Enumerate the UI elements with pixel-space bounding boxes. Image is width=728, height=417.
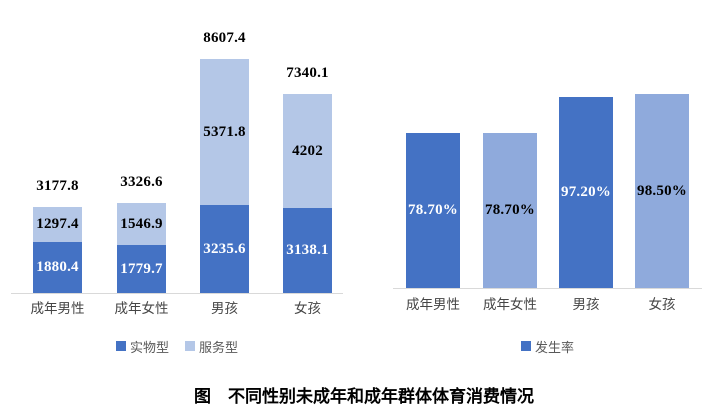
legend-item-physical: 实物型: [115, 337, 169, 356]
left-chart-axis-line: [11, 293, 343, 294]
total-label: 8607.4: [203, 30, 246, 46]
category-label: 成年女性: [483, 297, 537, 312]
rate-bar: 97.20%: [559, 97, 613, 288]
bar-segment-physical: 1779.7: [117, 245, 166, 293]
legend-item-rate: 发生率: [520, 337, 574, 356]
legend-item-service: 服务型: [185, 337, 238, 356]
category-label: 女孩: [648, 297, 676, 312]
physical-type-swatch: [115, 341, 126, 351]
legend-label-rate: 发生率: [534, 339, 574, 355]
category-label: 成年女性: [114, 301, 169, 316]
service-type-swatch: [185, 341, 195, 351]
bar-segment-service: 1546.9: [117, 203, 166, 245]
bar-segment-physical: 1880.4: [33, 242, 82, 293]
total-label: 3326.6: [120, 174, 163, 190]
legend-label-physical: 实物型: [129, 339, 169, 355]
category-label: 男孩: [572, 297, 600, 312]
total-label: 3177.8: [36, 178, 79, 194]
category-label: 成年男性: [406, 297, 460, 312]
rate-bar: 98.50%: [635, 94, 689, 288]
figure-caption: 图 不同性别未成年和成年群体体育消费情况: [194, 387, 534, 406]
category-label: 女孩: [294, 301, 321, 316]
rate-bar: 78.70%: [483, 133, 537, 288]
right-legend: 发生率: [393, 337, 702, 356]
rate-swatch: [520, 341, 531, 351]
bar-segment-service: 5371.8: [200, 59, 249, 205]
total-label: 7340.1: [286, 65, 329, 81]
right-chart-axis-line: [393, 288, 702, 289]
legend-label-service: 服务型: [199, 339, 239, 355]
category-label: 男孩: [211, 301, 238, 316]
bar-segment-service: 1297.4: [33, 207, 82, 242]
bar-segment-physical: 3138.1: [283, 208, 332, 293]
category-label: 成年男性: [30, 301, 85, 316]
bar-segment-physical: 3235.6: [200, 205, 249, 293]
bar-segment-service: 4202: [283, 94, 332, 208]
left-legend: 实物型 服务型: [11, 337, 343, 356]
rate-bar: 78.70%: [406, 133, 460, 288]
